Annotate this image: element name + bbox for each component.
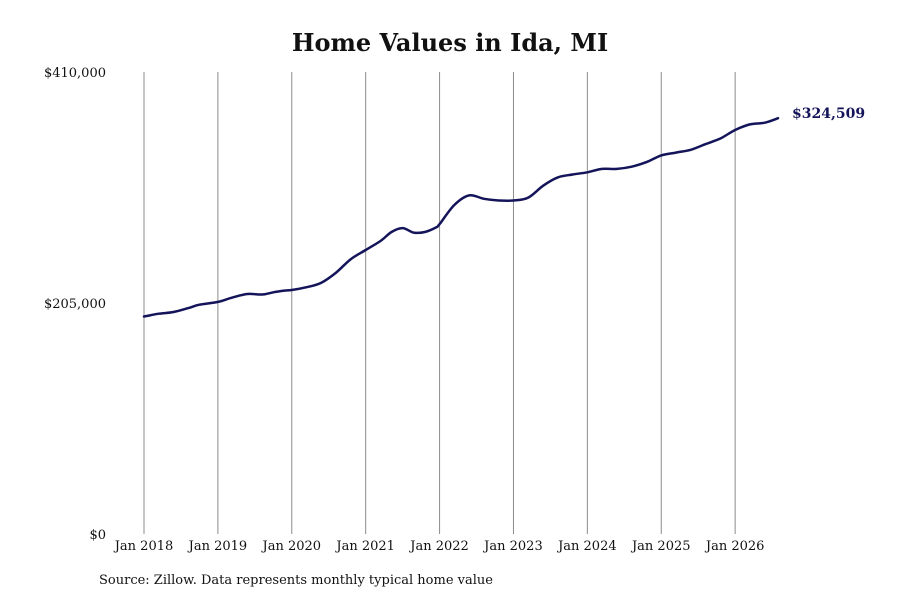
y-tick-label: $410,000	[44, 66, 106, 81]
x-tick-label: Jan 2025	[630, 539, 691, 554]
y-tick-label: $205,000	[44, 297, 106, 312]
series-line	[142, 116, 780, 318]
x-tick-label: Jan 2024	[556, 539, 617, 554]
end-value-label: $324,509	[792, 106, 865, 122]
x-tick-label: Jan 2021	[334, 539, 395, 554]
x-tick-label: Jan 2023	[482, 539, 543, 554]
x-tick-label: Jan 2019	[187, 539, 248, 554]
x-tick-label: Jan 2026	[704, 539, 765, 554]
x-tick-label: Jan 2018	[113, 539, 174, 554]
chart-title: Home Values in Ida, MI	[291, 28, 609, 57]
y-tick-label: $0	[89, 528, 106, 543]
source-note: Source: Zillow. Data represents monthly …	[99, 573, 493, 588]
x-tick-label: Jan 2020	[261, 539, 322, 554]
x-tick-label: Jan 2022	[408, 539, 469, 554]
